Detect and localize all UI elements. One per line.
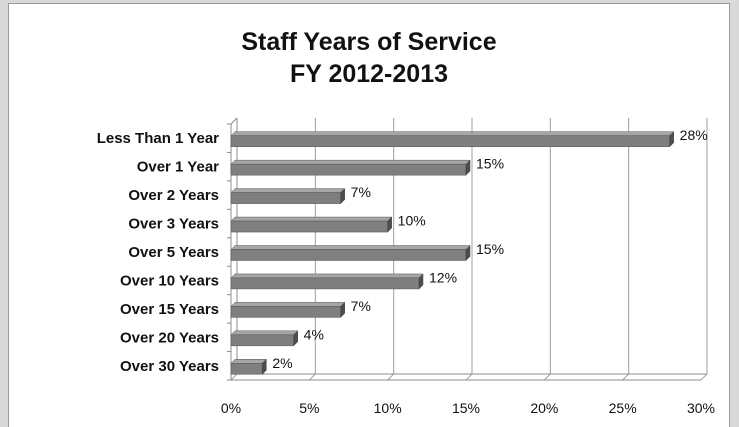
bar-side-face	[262, 358, 267, 375]
data-label: 4%	[304, 326, 324, 342]
bar-front-face	[230, 306, 341, 318]
x-tick-label: 10%	[374, 400, 402, 416]
floor-tick-0	[230, 373, 238, 381]
bars	[230, 131, 675, 375]
x-tick-label: 15%	[452, 400, 480, 416]
bar-front-face	[230, 220, 388, 233]
bar-1	[230, 159, 471, 176]
bar-5	[230, 273, 424, 290]
bar-front-face	[230, 135, 670, 147]
floor-tick-5	[308, 373, 316, 381]
bar-side-face	[418, 273, 424, 290]
category-label: Over 3 Years	[128, 216, 219, 233]
bar-side-face	[465, 159, 471, 176]
floor-tick-25	[622, 373, 630, 381]
bar-front-face	[230, 192, 341, 204]
data-label: 15%	[476, 241, 504, 257]
x-tick-label: 20%	[530, 400, 558, 416]
bar-front-face	[230, 277, 420, 290]
bar-top-face	[230, 188, 346, 193]
bar-top-face	[230, 216, 393, 222]
bar-front-face	[230, 334, 294, 347]
bar-top-face	[230, 131, 675, 136]
floor-tick-10	[387, 373, 395, 381]
bar-top-face	[230, 159, 471, 165]
bar-side-face	[340, 301, 345, 318]
x-tick-label: 30%	[687, 400, 715, 416]
bar-side-face	[340, 188, 345, 205]
bar-2	[230, 188, 346, 205]
category-labels: Less Than 1 Year Over 1 Year Over 2 Years O…	[97, 130, 219, 375]
category-label: Over 30 Years	[120, 358, 219, 375]
bar-side-face	[669, 131, 674, 148]
floor-tick-30	[700, 373, 708, 381]
category-label: Over 1 Year	[137, 159, 219, 176]
category-label: Less Than 1 Year	[97, 130, 219, 147]
x-tick-label: 0%	[221, 400, 241, 416]
bar-top-face	[230, 273, 424, 279]
chart-title-line-2: FY 2012-2013	[290, 60, 448, 88]
bar-side-face	[293, 330, 298, 347]
data-labels: 28% 15% 7% 10% 15% 12% 7% 4% 2%	[272, 127, 707, 371]
bar-6	[230, 301, 346, 318]
data-label: 2%	[272, 355, 292, 371]
bar-chart: Less Than 1 Year Over 1 Year Over 2 Years O…	[97, 117, 715, 416]
bar-top-face	[230, 245, 471, 250]
y-axis-top-edge	[230, 117, 238, 125]
bar-8	[230, 358, 267, 375]
floor-tick-15	[465, 373, 473, 381]
bar-side-face	[387, 216, 392, 233]
chart-frame: Staff Years of Service FY 2012-2013 Less…	[8, 3, 730, 427]
bar-front-face	[230, 163, 467, 176]
bar-3	[230, 216, 393, 233]
category-label: Over 10 Years	[120, 272, 219, 289]
bar-front-face	[230, 363, 263, 375]
bar-4	[230, 244, 471, 262]
data-label: 28%	[680, 127, 708, 143]
data-label: 7%	[351, 298, 371, 314]
bar-top-face	[230, 302, 346, 307]
bar-side-face	[465, 244, 471, 262]
data-label: 10%	[398, 213, 426, 229]
bar-front-face	[230, 249, 467, 261]
data-label: 15%	[476, 156, 504, 172]
x-tick-labels: 0% 5% 10% 15% 20% 25% 30%	[221, 400, 715, 416]
bar-top-face	[230, 330, 299, 336]
x-tick-label: 5%	[299, 400, 319, 416]
bar-top-face	[230, 359, 267, 364]
category-label: Over 5 Years	[128, 244, 219, 261]
category-label: Over 20 Years	[120, 329, 219, 346]
floor-tick-20	[543, 373, 551, 381]
x-tick-label: 25%	[609, 400, 637, 416]
data-label: 7%	[351, 184, 371, 200]
chart-title-line-1: Staff Years of Service	[241, 28, 497, 56]
bar-0	[230, 131, 675, 148]
category-label: Over 2 Years	[128, 187, 219, 204]
category-label: Over 15 Years	[120, 301, 219, 318]
bar-7	[230, 330, 299, 347]
data-label: 12%	[429, 269, 457, 285]
